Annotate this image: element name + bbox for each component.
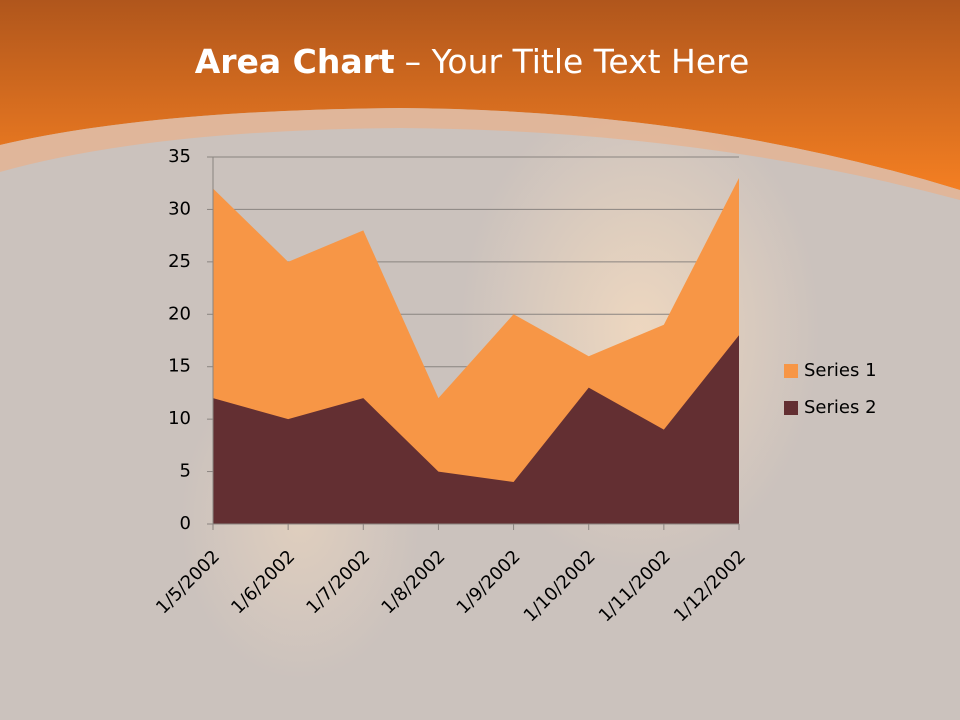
legend-label: Series 1 xyxy=(804,360,877,381)
title-emphasis: Area Chart xyxy=(195,42,395,81)
slide-title: Area Chart – Your Title Text Here xyxy=(195,42,750,81)
y-tick-label: 0 xyxy=(180,513,191,534)
y-tick-label: 15 xyxy=(168,356,191,377)
legend-label: Series 2 xyxy=(804,397,877,418)
header-band xyxy=(0,0,960,190)
y-tick-label: 35 xyxy=(168,146,191,167)
area xyxy=(213,335,739,524)
legend-swatch xyxy=(784,364,798,378)
y-tick-label: 25 xyxy=(168,251,191,272)
y-tick-label: 30 xyxy=(168,198,191,219)
legend-swatch xyxy=(784,401,798,415)
y-tick-label: 10 xyxy=(168,408,191,429)
title-rest: – Your Title Text Here xyxy=(405,42,750,81)
y-tick-label: 20 xyxy=(168,303,191,324)
y-tick-label: 5 xyxy=(180,461,191,482)
header-swoosh xyxy=(0,108,960,200)
